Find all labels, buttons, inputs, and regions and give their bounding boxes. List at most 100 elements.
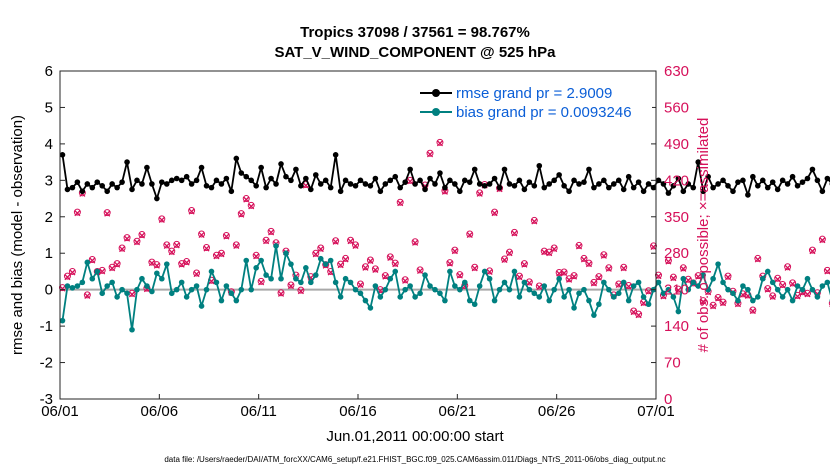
obs-possible-point (699, 297, 707, 305)
rmse-point (645, 181, 652, 187)
obs-possible-point (654, 271, 662, 279)
obs-assimilated-point (317, 245, 324, 253)
obs-assimilated-point (193, 270, 200, 278)
bias-point (223, 283, 230, 289)
obs-assimilated-point (268, 229, 275, 236)
rmse-point (203, 183, 210, 189)
obs-assimilated-point (163, 242, 170, 249)
bias-point (104, 283, 110, 289)
bias-point (586, 297, 592, 304)
rmse-point (298, 183, 304, 189)
obs-assimilated-point (183, 259, 190, 266)
obs-possible-point (426, 149, 434, 157)
obs-possible-point (193, 269, 201, 277)
obs-assimilated-point (615, 281, 622, 289)
rmse-point (799, 179, 806, 185)
bias-point (640, 294, 647, 300)
rmse-point (412, 181, 418, 187)
bias-point (382, 286, 389, 293)
x-tick-label: 06/16 (339, 403, 377, 420)
obs-assimilated-point (680, 265, 687, 272)
obs-assimilated-point (804, 291, 811, 298)
obs-assimilated-point (809, 248, 816, 255)
bias-point (606, 286, 612, 293)
rmse-point (447, 177, 453, 184)
obs-assimilated-point (297, 288, 304, 295)
obs-possible-point (436, 138, 444, 146)
rmse-point (317, 181, 324, 187)
obs-assimilated-point (724, 274, 732, 281)
obs-possible-point (68, 267, 76, 275)
obs-assimilated-point (248, 203, 255, 210)
rmse-point (486, 181, 493, 187)
obs-assimilated-point (685, 277, 692, 284)
obs-possible-point (366, 256, 374, 264)
obs-possible-point (669, 273, 677, 281)
rmse-point (134, 177, 140, 184)
bias-point (556, 275, 562, 282)
rmse-point (332, 152, 339, 158)
obs-assimilated-point (506, 250, 513, 257)
rmse-point (59, 152, 66, 158)
obs-assimilated-point (69, 269, 76, 276)
rmse-point (457, 188, 463, 195)
bias-point (357, 290, 364, 297)
bias-point (705, 286, 711, 293)
obs-possible-point (217, 249, 225, 257)
obs-assimilated-point (784, 264, 791, 271)
bias-point (645, 301, 652, 308)
obs-possible-point (550, 244, 558, 252)
y-right-tick-label: 490 (664, 136, 689, 153)
x-tick-label: 06/06 (141, 403, 179, 420)
rmse-point (308, 186, 314, 193)
rmse-point (511, 183, 518, 189)
bias-point (168, 290, 175, 297)
rmse-point (178, 177, 185, 184)
rmse-point (312, 172, 319, 178)
obs-possible-point (620, 263, 628, 271)
rmse-point (357, 177, 364, 184)
bias-point (735, 297, 741, 304)
bias-point (243, 257, 250, 264)
obs-possible-point (774, 274, 782, 282)
obs-possible-point (183, 258, 191, 266)
rmse-point (481, 183, 488, 189)
bias-point (720, 279, 726, 286)
y-right-tick-label: 630 (664, 63, 689, 80)
bias-point (471, 301, 478, 308)
rmse-point (89, 184, 96, 191)
obs-assimilated-point (471, 265, 478, 272)
bias-point (695, 283, 702, 289)
rmse-point (566, 188, 572, 195)
obs-assimilated-point (337, 262, 344, 269)
obs-possible-point (590, 278, 598, 286)
rmse-point (501, 166, 508, 173)
bias-point (750, 297, 756, 304)
obs-possible-point (828, 300, 830, 306)
rmse-point (168, 177, 175, 184)
bias-point (576, 290, 582, 297)
obs-assimilated-point (342, 256, 349, 263)
bias-point (824, 279, 830, 286)
rmse-point (432, 181, 438, 187)
rmse-point (139, 181, 145, 187)
rmse-point (149, 181, 155, 187)
bias-point (755, 294, 761, 300)
rmse-point (452, 181, 458, 187)
rmse-point (640, 188, 647, 195)
rmse-point (665, 190, 672, 196)
rmse-point (238, 170, 245, 176)
bias-point (327, 257, 334, 264)
obs-possible-point (163, 241, 171, 249)
obs-assimilated-point (710, 303, 717, 310)
obs-assimilated-point (566, 276, 573, 283)
bias-point (690, 279, 697, 286)
rmse-point (601, 177, 607, 184)
rmse-point (496, 184, 503, 191)
x-tick-label: 07/01 (637, 403, 675, 420)
rmse-point (506, 181, 513, 187)
rmse-point (303, 175, 309, 182)
chart-title: Tropics 37098 / 37561 = 98.767% (300, 24, 530, 41)
obs-possible-point (446, 259, 454, 267)
